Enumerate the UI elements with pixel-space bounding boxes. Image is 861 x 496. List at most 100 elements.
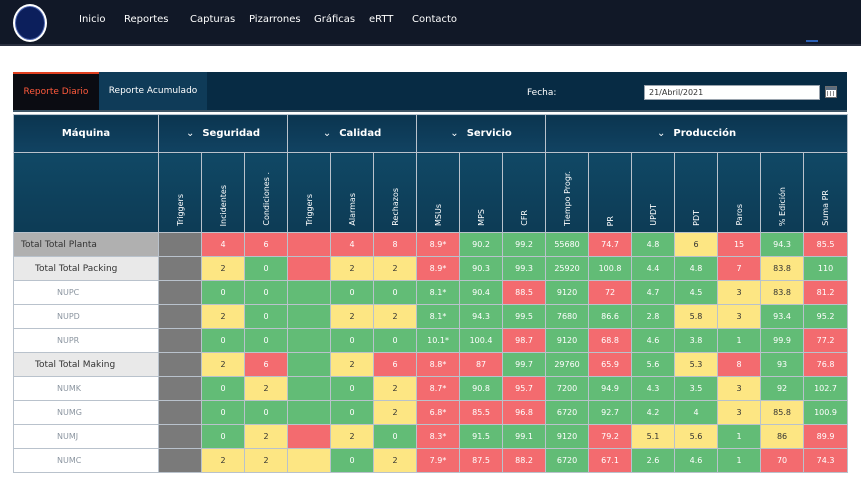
table-row: NUMJ 0 2 2 0 8.3* 91.5 99.1 9120 79.2 5.1 5.6 1 86 89.…	[13, 424, 849, 449]
kpi-cell	[287, 256, 332, 281]
col-header-label: Rechazos	[390, 188, 400, 226]
kpi-cell: 77.2	[803, 328, 849, 353]
kpi-cell: 81.2	[803, 280, 849, 305]
kpi-cell	[287, 352, 332, 377]
kpi-cell: 7.9*	[416, 448, 461, 473]
kpi-cell: 0	[201, 376, 245, 401]
kpi-cell: 76.8	[803, 352, 849, 377]
kpi-cell: 96.8	[502, 400, 547, 425]
machine-name[interactable]: NUMG	[13, 400, 159, 425]
kpi-cell	[287, 328, 332, 353]
kpi-cell	[158, 400, 202, 425]
kpi-cell	[158, 352, 202, 377]
col-header-label: PDT	[691, 210, 701, 226]
kpi-cell: 4.7	[631, 280, 676, 305]
group-produccion[interactable]: ⌄ Producción	[545, 114, 849, 153]
nav-indicator	[806, 40, 818, 42]
kpi-cell	[287, 424, 332, 449]
kpi-cell: 98.7	[502, 328, 547, 353]
nav-inicio[interactable]: Inicio	[79, 14, 106, 25]
machine-header: Máquina	[13, 114, 159, 153]
tab-reporte-acumulado[interactable]: Reporte Acumulado	[99, 72, 207, 110]
kpi-cell: 6	[674, 232, 719, 257]
calendar-icon[interactable]	[825, 86, 837, 98]
table-row: Total Total Planta 4 6 4 8 8.9* 90.2 99.2 55680 7…	[13, 232, 849, 257]
kpi-cell: 74.7	[588, 232, 633, 257]
group-seguridad-label: Seguridad	[202, 128, 261, 139]
kpi-cell: 2	[330, 256, 375, 281]
kpi-cell: 90.3	[459, 256, 504, 281]
kpi-cell: 9120	[545, 328, 590, 353]
kpi-cell: 6720	[545, 448, 590, 473]
nav-reportes[interactable]: Reportes	[124, 14, 169, 25]
tab-reporte-diario[interactable]: Reporte Diario	[13, 72, 99, 110]
kpi-cell: 2.8	[631, 304, 676, 329]
col-header: PDT	[674, 152, 719, 233]
machine-name[interactable]: NUMJ	[13, 424, 159, 449]
group-calidad[interactable]: ⌄ Calidad	[287, 114, 418, 153]
kpi-cell: 86	[760, 424, 805, 449]
machine-name[interactable]: Total Total Making	[13, 352, 159, 377]
group-servicio[interactable]: ⌄ Servicio	[416, 114, 547, 153]
kpi-cell: 4.8	[631, 232, 676, 257]
machine-name[interactable]: Total Total Planta	[13, 232, 159, 257]
logo-emblem	[15, 6, 45, 40]
machine-name[interactable]: NUMC	[13, 448, 159, 473]
kpi-cell: 4.6	[674, 448, 719, 473]
col-header-label: PR	[605, 215, 615, 226]
kpi-cell: 0	[201, 400, 245, 425]
col-header: Condiciones .	[243, 152, 289, 233]
kpi-cell: 72	[588, 280, 633, 305]
kpi-cell: 99.5	[502, 304, 547, 329]
kpi-cell: 6720	[545, 400, 590, 425]
col-header: PR	[588, 152, 633, 233]
nav-pizarrones[interactable]: Pizarrones	[249, 14, 301, 25]
machine-name[interactable]: Total Total Packing	[13, 256, 159, 281]
kpi-cell: 83.8	[760, 280, 805, 305]
kpi-cell: 93.4	[760, 304, 805, 329]
col-header-label: Alarmas	[347, 193, 357, 226]
kpi-cell: 15	[717, 232, 762, 257]
kpi-cell: 4.5	[674, 280, 719, 305]
nav-capturas[interactable]: Capturas	[190, 14, 236, 25]
nav-contacto[interactable]: Contacto	[412, 14, 458, 25]
machine-name[interactable]: NUPD	[13, 304, 159, 329]
kpi-cell: 5.6	[674, 424, 719, 449]
kpi-cell: 4.4	[631, 256, 676, 281]
kpi-cell: 8.1*	[416, 280, 461, 305]
kpi-cell: 0	[243, 256, 289, 281]
kpi-cell: 2	[201, 352, 245, 377]
kpi-cell: 0	[243, 400, 289, 425]
machine-name[interactable]: NUMK	[13, 376, 159, 401]
kpi-cell: 5.3	[674, 352, 719, 377]
kpi-cell: 4.3	[631, 376, 676, 401]
kpi-cell: 6.8*	[416, 400, 461, 425]
chevron-down-icon: ⌄	[657, 128, 666, 139]
chevron-down-icon: ⌄	[185, 128, 195, 139]
logo[interactable]	[13, 4, 47, 42]
kpi-cell: 2	[243, 424, 289, 449]
group-seguridad[interactable]: ⌄ Seguridad	[157, 114, 289, 153]
col-header: Paros	[717, 152, 762, 233]
kpi-cell: 68.8	[588, 328, 633, 353]
kpi-cell: 3.8	[674, 328, 719, 353]
machine-name[interactable]: NUPC	[13, 280, 159, 305]
col-header: Rechazos	[373, 152, 418, 233]
fecha-input[interactable]	[644, 85, 820, 100]
table-row: Total Total Making 2 6 2 6 8.8* 87 99.7 29760 65.…	[13, 352, 849, 377]
nav-ertt[interactable]: eRTT	[369, 14, 394, 25]
kpi-cell	[287, 304, 332, 329]
col-header: Triggers	[287, 152, 332, 233]
machine-subheader-blank	[13, 152, 159, 233]
kpi-cell: 79.2	[588, 424, 633, 449]
col-header-label: MPS	[476, 209, 486, 226]
kpi-cell: 8.7*	[416, 376, 461, 401]
col-header-label: UPDT	[648, 204, 658, 226]
nav-graficas[interactable]: Gráficas	[314, 14, 356, 25]
kpi-cell: 91.5	[459, 424, 504, 449]
machine-name[interactable]: NUPR	[13, 328, 159, 353]
kpi-cell: 2.6	[631, 448, 676, 473]
col-header: CFR	[502, 152, 547, 233]
kpi-cell: 7	[717, 256, 762, 281]
kpi-cell: 0	[373, 328, 418, 353]
